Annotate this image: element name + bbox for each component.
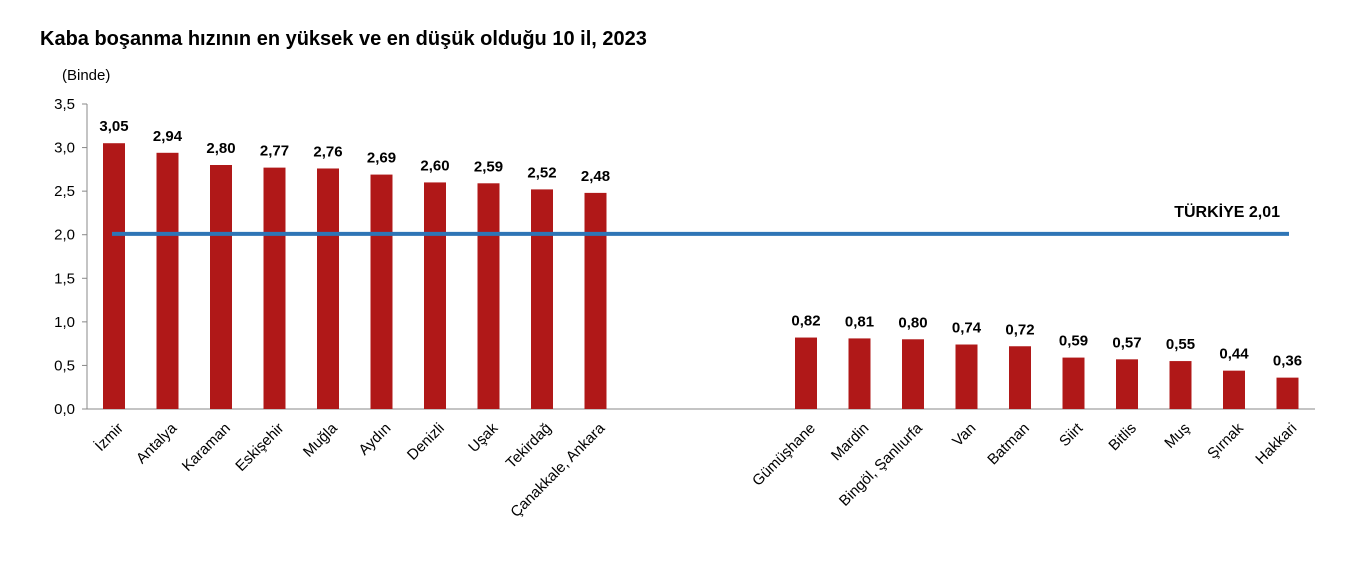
bar <box>263 167 286 409</box>
bar <box>1169 361 1192 409</box>
y-tick-label: 0,0 <box>54 401 75 418</box>
bar <box>902 339 924 409</box>
data-label: 2,52 <box>527 164 556 181</box>
bars: 3,05 2,94 2,80 2,77 2,76 2,69 2,60 2,59 2,52 2,48… <box>99 118 1302 410</box>
category-label: Uşak <box>465 419 502 456</box>
data-label: 0,72 <box>1005 321 1034 338</box>
data-label: 2,77 <box>260 143 289 160</box>
category-label: Siirt <box>1056 419 1087 450</box>
category-label: Tekirdağ <box>503 420 555 472</box>
y-tick-label: 2,5 <box>54 183 75 200</box>
category-label: Gümüşhane <box>749 420 819 490</box>
data-label: 0,36 <box>1273 353 1302 370</box>
y-tick-label: 1,0 <box>54 314 75 331</box>
data-label: 0,82 <box>791 313 820 330</box>
data-label: 2,69 <box>367 150 396 167</box>
bar <box>584 192 607 409</box>
bar <box>955 344 978 409</box>
chart-title: Kaba boşanma hızının en yüksek ve en düş… <box>40 28 647 50</box>
data-label: 2,94 <box>153 128 183 145</box>
bar <box>1116 359 1138 409</box>
category-label: Aydın <box>355 420 394 459</box>
y-tick-label: 3,5 <box>54 96 75 113</box>
bar <box>795 337 817 409</box>
category-label: Van <box>949 420 979 450</box>
category-label: Bitlis <box>1105 420 1139 454</box>
bar <box>531 189 553 409</box>
bar <box>210 165 232 409</box>
data-label: 0,44 <box>1219 346 1249 363</box>
category-label: Karaman <box>179 420 234 475</box>
bar <box>103 143 125 409</box>
data-label: 0,55 <box>1166 336 1195 353</box>
bar <box>1062 357 1085 409</box>
category-label: Şırnak <box>1204 419 1247 462</box>
category-label: Çanakkale, Ankara <box>507 419 609 521</box>
bar <box>1223 370 1245 409</box>
category-label: Denizli <box>404 420 448 464</box>
data-label: 0,74 <box>952 320 982 337</box>
category-label: Muğla <box>300 419 341 460</box>
data-label: 0,59 <box>1059 333 1088 350</box>
data-label: 2,48 <box>581 168 610 185</box>
y-tick-label: 3,0 <box>54 140 75 157</box>
bar <box>370 174 393 409</box>
data-label: 2,80 <box>206 140 235 157</box>
reference-line-label: TÜRKİYE 2,01 <box>1174 202 1280 221</box>
data-label: 2,60 <box>420 157 449 174</box>
reference-line-group: TÜRKİYE 2,01 <box>112 202 1289 236</box>
bar <box>424 182 446 409</box>
category-label: Eskişehir <box>232 420 287 475</box>
bar <box>156 152 179 410</box>
category-label: Hakkari <box>1252 420 1300 468</box>
data-label: 2,59 <box>474 158 503 175</box>
bar <box>1276 377 1299 409</box>
bar <box>848 338 871 409</box>
data-label: 0,80 <box>898 314 927 331</box>
y-tick-label: 0,5 <box>54 357 75 374</box>
y-unit-label: (Binde) <box>62 67 110 84</box>
category-label: İzmir <box>91 419 127 455</box>
category-label: Muş <box>1161 420 1193 452</box>
category-label: Mardin <box>828 420 872 464</box>
data-label: 3,05 <box>99 118 128 135</box>
data-label: 0,57 <box>1112 334 1141 351</box>
category-label: Batman <box>984 420 1033 469</box>
bar <box>477 183 500 409</box>
y-axis: 0,0 0,5 1,0 1,5 2,0 2,5 3,0 3,5 <box>54 96 1315 418</box>
bar <box>317 168 339 409</box>
y-tick-label: 2,0 <box>54 227 75 244</box>
data-label: 0,81 <box>845 313 874 330</box>
y-tick-label: 1,5 <box>54 270 75 287</box>
data-label: 2,76 <box>313 143 342 160</box>
category-label: Antalya <box>133 419 181 467</box>
bar <box>1009 346 1031 409</box>
